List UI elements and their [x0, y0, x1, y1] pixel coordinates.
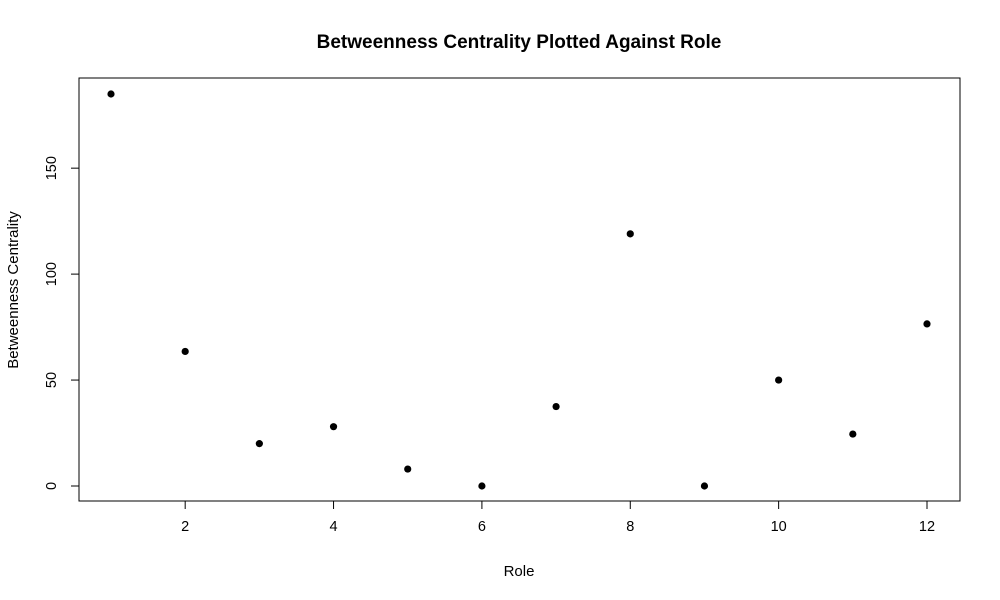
x-tick-label: 4	[330, 519, 338, 535]
data-point	[478, 482, 486, 490]
data-point	[404, 465, 412, 473]
plot-frame	[78, 77, 961, 502]
y-tick-label: 150	[44, 156, 60, 180]
x-tick-label: 6	[478, 519, 486, 535]
x-tick-label: 10	[771, 519, 787, 535]
data-point	[255, 440, 263, 448]
data-point	[329, 423, 338, 431]
x-tick-label: 2	[181, 519, 189, 535]
data-point	[552, 402, 560, 411]
data-point	[849, 430, 857, 438]
x-tick-label: 8	[626, 519, 634, 535]
data-point	[626, 230, 634, 238]
data-point	[923, 320, 931, 328]
x-axis: 2 4 6 8 10 12	[181, 500, 935, 535]
y-tick-label: 100	[44, 262, 60, 286]
data-point	[775, 376, 783, 384]
y-tick-label: 0	[44, 482, 60, 490]
data-point	[107, 90, 115, 98]
data-point	[700, 482, 709, 490]
y-axis-label: Betweenness Centrality	[5, 211, 22, 369]
x-tick-label: 12	[919, 519, 935, 535]
x-axis-label: Role	[504, 563, 535, 580]
data-points	[107, 90, 931, 490]
chart-title: Betweenness Centrality Plotted Against R…	[317, 32, 722, 53]
data-point	[181, 347, 189, 356]
y-axis: 0 50 100 150	[44, 156, 80, 490]
y-tick-label: 50	[44, 372, 60, 388]
